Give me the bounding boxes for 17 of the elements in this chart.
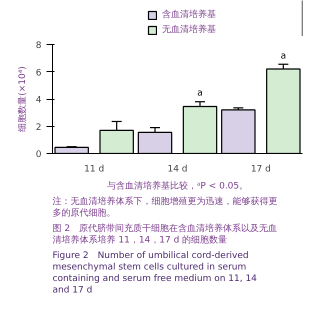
caption: Figure 2 Number of umbilical cord-derived mesenchymal stem cells cultured in serum containing and serum free medium on 11, 14 and 17 d <box>52 251 258 296</box>
data-label: a <box>280 51 286 62</box>
x-tick-label: 14 d <box>167 164 188 174</box>
y-tick-label: 2 <box>36 122 42 133</box>
y-tick-label: 4 <box>36 96 42 106</box>
legend-label: 无血清培养基 <box>162 24 216 36</box>
text: 与含血清培养基比较，ᵃP < 0.05。 <box>106 180 248 192</box>
y-axis-title: 细胞数量(×10⁴) <box>16 66 28 132</box>
legend-label: 含血清培养基 <box>162 8 216 21</box>
y-tick-label: 8 <box>36 41 42 51</box>
caption: 图 2 原代脐带间充质干细胞在含血清培养体系以及无血清培养体系培养 11，14，17 d 的细胞数量 <box>52 223 278 246</box>
x-tick-label: 17 d <box>250 164 271 174</box>
data-label: a <box>197 88 203 99</box>
y-tick-label: 0 <box>36 150 42 160</box>
y-tick-label: 6 <box>36 68 42 78</box>
x-tick-label: 11 d <box>84 164 104 174</box>
text: 注：无血清培养体系下，细胞增殖更为迅速，能够获得更多的原代细胞。 <box>52 196 278 218</box>
